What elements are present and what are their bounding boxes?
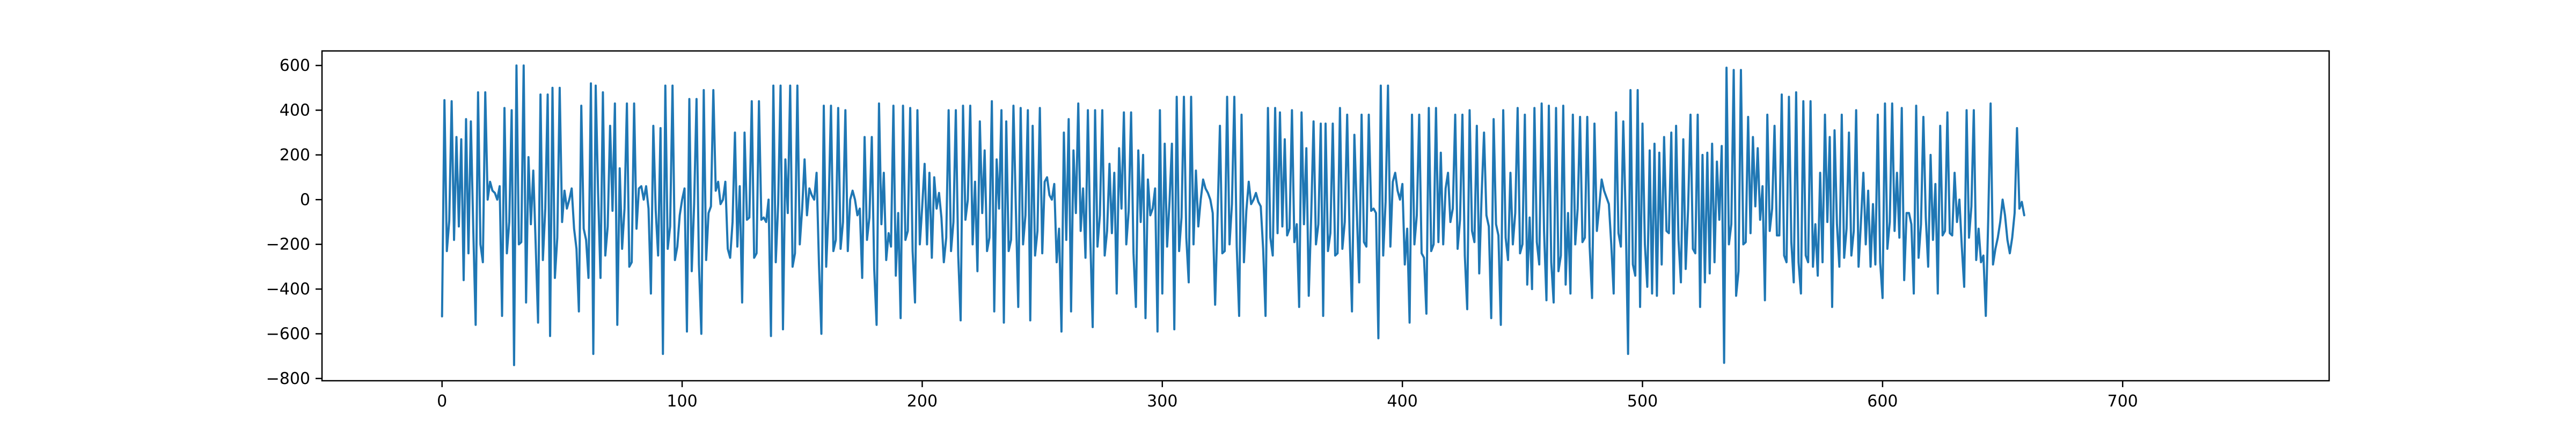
x-tick-label: 0: [437, 392, 447, 411]
y-tick-label: −400: [266, 280, 310, 299]
y-tick-label: −800: [266, 369, 310, 388]
x-axis: 0 100 200 300 400 500 600 700: [437, 381, 2138, 411]
x-tick-label: 100: [667, 392, 697, 411]
x-tick-label: 200: [907, 392, 938, 411]
y-tick-label: 200: [280, 146, 310, 165]
series-line: [441, 64, 2025, 366]
x-tick-label: 300: [1147, 392, 1177, 411]
y-tick-label: 600: [280, 56, 310, 75]
y-tick-label: −200: [266, 235, 310, 254]
y-tick-label: 0: [300, 190, 310, 209]
axes-frame: [321, 50, 2330, 382]
x-tick-label: 400: [1387, 392, 1418, 411]
x-tick-label: 500: [1627, 392, 1658, 411]
x-tick-label: 600: [1867, 392, 1898, 411]
x-tick-label: 700: [2107, 392, 2138, 411]
y-tick-label: 400: [280, 101, 310, 120]
series-layer: [441, 64, 2025, 366]
y-axis: −800 −600 −400 −200 0 200 400 600: [266, 56, 322, 388]
y-tick-label: −600: [266, 324, 310, 343]
